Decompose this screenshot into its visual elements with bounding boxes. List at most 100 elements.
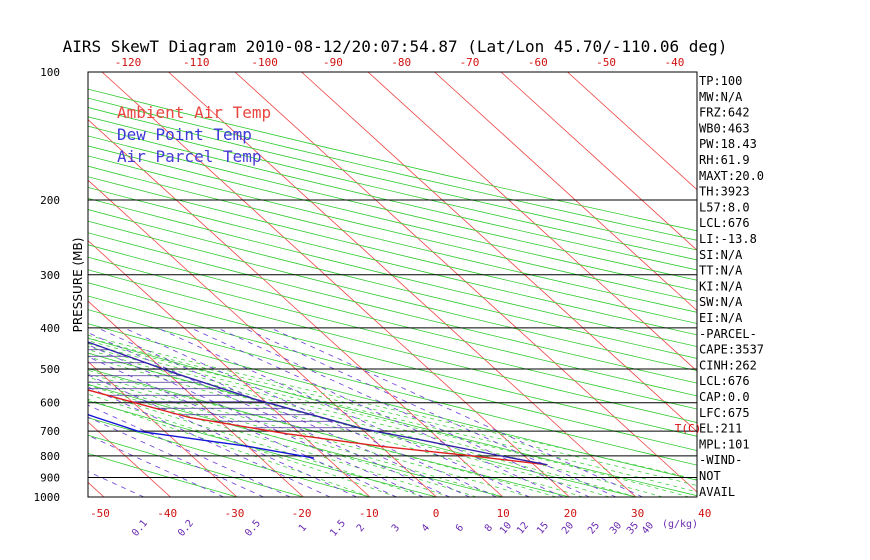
mixing-ratio-tick-label: 35 (625, 520, 641, 536)
bottom-temp-tick-label: 30 (631, 507, 644, 520)
dry-adiabat-line (88, 383, 504, 497)
index-value: TH:3923 (699, 185, 750, 199)
index-value: EI:N/A (699, 311, 743, 325)
moist-adiabat-line (88, 352, 610, 497)
dry-adiabat-line (88, 209, 697, 359)
mixing-ratio-tick-label: 4 (420, 523, 432, 535)
mixing-ratio-unit-label: (g/kg) (662, 519, 698, 530)
mixing-ratio-tick-label: 8 (483, 523, 495, 535)
index-value: AVAIL (699, 485, 735, 499)
mixing-ratio-line (0, 328, 77, 497)
moist-adiabat-line (88, 334, 697, 480)
moist-adiabat-line (88, 356, 583, 497)
dry-adiabat-line (88, 135, 697, 281)
isotherm-line (88, 361, 238, 497)
dry-adiabat-line (88, 186, 697, 336)
dry-adiabat-line (88, 453, 238, 497)
index-value: EL:211 (699, 422, 742, 436)
mixing-ratio-tick-label: 12 (515, 520, 531, 536)
mixing-ratio-tick-label: 1 (297, 523, 309, 535)
isotherm-line (168, 72, 637, 497)
index-value: MAXT:20.0 (699, 169, 764, 183)
isotherm-line (88, 179, 437, 497)
moist-adiabat-line (88, 346, 663, 497)
dry-adiabat-line (88, 417, 371, 497)
top-temp-tick-label: -90 (323, 56, 343, 69)
mixing-ratio-tick-label: 6 (454, 523, 466, 535)
dry-adiabat-line (88, 165, 697, 313)
dry-adiabat-line (88, 232, 697, 384)
dry-adiabat-line (88, 244, 697, 397)
mixing-ratio-tick-label: 25 (586, 520, 602, 536)
dry-adiabat-line (88, 368, 570, 497)
index-value: SI:N/A (699, 248, 743, 262)
index-value: SW:N/A (699, 295, 743, 309)
isotherm-line (301, 72, 697, 433)
isotherm-line (0, 72, 38, 497)
bottom-temp-tick-label: -40 (157, 507, 177, 520)
moist-adiabat-line (88, 393, 397, 497)
mixing-ratio-tick-label: 30 (608, 520, 624, 536)
index-value: CAPE:3537 (699, 343, 764, 357)
legend: Ambient Air Temp Dew Point Temp Air Parcel… (117, 103, 271, 166)
pressure-tick-label: 600 (40, 397, 60, 410)
moist-adiabat-line (88, 340, 697, 493)
mixing-ratio-line (190, 327, 564, 497)
legend-entry: Air Parcel Temp (117, 147, 262, 166)
legend-entry: Ambient Air Temp (117, 103, 271, 122)
index-value: LCL:676 (699, 216, 750, 230)
pressure-tick-label: 200 (40, 194, 60, 207)
moist-adiabat-line (88, 349, 637, 497)
bottom-temp-tick-label: 20 (564, 507, 577, 520)
mixing-ratio-tick-label: 20 (560, 520, 576, 536)
dry-adiabat-line (88, 107, 697, 251)
isobars (88, 199, 697, 479)
dry-adiabat-line (88, 269, 697, 423)
index-value: PW:18.43 (699, 137, 757, 151)
isotherm-line (88, 421, 171, 497)
pressure-tick-label: 500 (40, 363, 60, 376)
chart-title: AIRS SkewT Diagram 2010-08-12/20:07:54.8… (63, 37, 728, 56)
index-value: MW:N/A (699, 90, 743, 104)
mixing-ratio-line (88, 332, 450, 497)
index-value: TP:100 (699, 74, 742, 88)
index-value: TT:N/A (699, 264, 743, 278)
moist-adiabat-line (88, 384, 450, 497)
pressure-tick-label: 900 (40, 472, 60, 485)
top-temp-tick-label: -40 (664, 56, 684, 69)
mixing-ratio-line (88, 344, 424, 497)
mixing-ratio-tick-label: 1.5 (328, 518, 348, 539)
mixing-ratio-line (217, 327, 590, 497)
temp-unit-label: T(C) (675, 422, 702, 435)
top-temp-tick-label: -50 (596, 56, 616, 69)
top-temp-tick-label: -70 (460, 56, 480, 69)
index-value: KI:N/A (699, 279, 743, 293)
bottom-temp-tick-label: -20 (292, 507, 312, 520)
moist-adiabat-line (88, 398, 371, 497)
index-value: CAP:0.0 (699, 390, 750, 404)
index-value: CINH:262 (699, 358, 757, 372)
pressure-tick-label: 700 (40, 425, 60, 438)
plot-frame (87, 71, 698, 498)
mixing-ratio-tick-label: 40 (640, 520, 656, 536)
bottom-temp-tick-label: -50 (90, 507, 110, 520)
dry-adiabat-line (88, 400, 437, 497)
moist-adiabat-line (88, 369, 557, 497)
mixing-ratio-line (97, 327, 470, 497)
mixing-ratio-line (123, 327, 497, 497)
background-grid (0, 72, 697, 497)
air-parcel-temp-line (88, 341, 548, 466)
dry-adiabat-line (88, 176, 697, 324)
mixing-ratio-tick-label: 3 (390, 523, 402, 535)
moist-adiabat-line (88, 376, 504, 497)
moist-adiabat-line (88, 343, 690, 497)
moist-adiabat-line (88, 380, 477, 497)
index-value: NOT (699, 469, 721, 483)
mixing-ratio-tick-label: 0.1 (130, 518, 150, 539)
dry-adiabat-line (88, 116, 697, 261)
isotherm-line (88, 300, 304, 497)
mixing-ratio-tick-label: 0.2 (176, 518, 196, 539)
bottom-temp-tick-label: -10 (359, 507, 379, 520)
isotherm-line (88, 240, 371, 497)
mixing-ratio-line (88, 386, 331, 497)
